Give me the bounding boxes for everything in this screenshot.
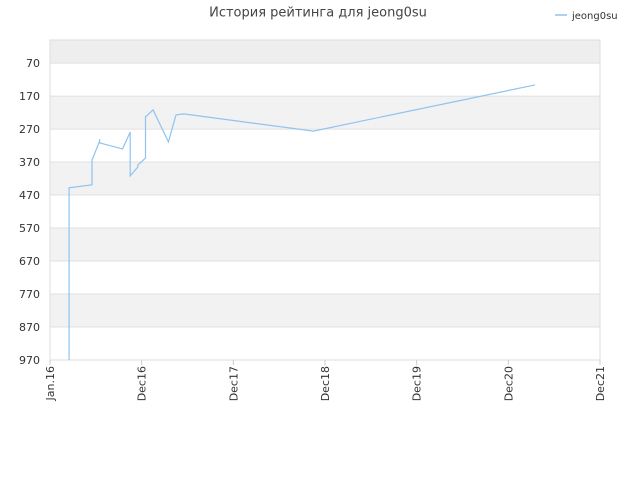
x-tick-label: Dec18 bbox=[319, 366, 332, 401]
x-tick-label: Dec17 bbox=[227, 366, 240, 401]
y-tick-label: 170 bbox=[19, 90, 40, 103]
y-tick-label: 270 bbox=[19, 123, 40, 136]
band bbox=[50, 228, 600, 262]
y-tick-label: 370 bbox=[19, 156, 40, 169]
x-tick-label: Dec19 bbox=[411, 366, 424, 401]
x-tick-label: Jan.16 bbox=[44, 366, 57, 401]
x-tick-label: Dec16 bbox=[136, 366, 149, 401]
band bbox=[50, 40, 600, 64]
y-tick-label: 570 bbox=[19, 222, 40, 235]
y-tick-label: 670 bbox=[19, 255, 40, 268]
x-tick-label: Dec20 bbox=[502, 366, 515, 401]
legend-label: jeong0su bbox=[571, 11, 618, 22]
band bbox=[50, 96, 600, 130]
band bbox=[50, 162, 600, 196]
y-tick-label: 770 bbox=[19, 288, 40, 301]
band bbox=[50, 294, 600, 328]
data-line bbox=[68, 84, 536, 360]
chart-title: История рейтинга для jeong0su bbox=[209, 6, 427, 21]
y-tick-label: 470 bbox=[19, 189, 40, 202]
x-tick-label: Dec21 bbox=[594, 366, 607, 401]
y-tick-label: 970 bbox=[19, 354, 40, 367]
y-tick-label: 70 bbox=[26, 57, 40, 70]
y-tick-label: 870 bbox=[19, 321, 40, 334]
